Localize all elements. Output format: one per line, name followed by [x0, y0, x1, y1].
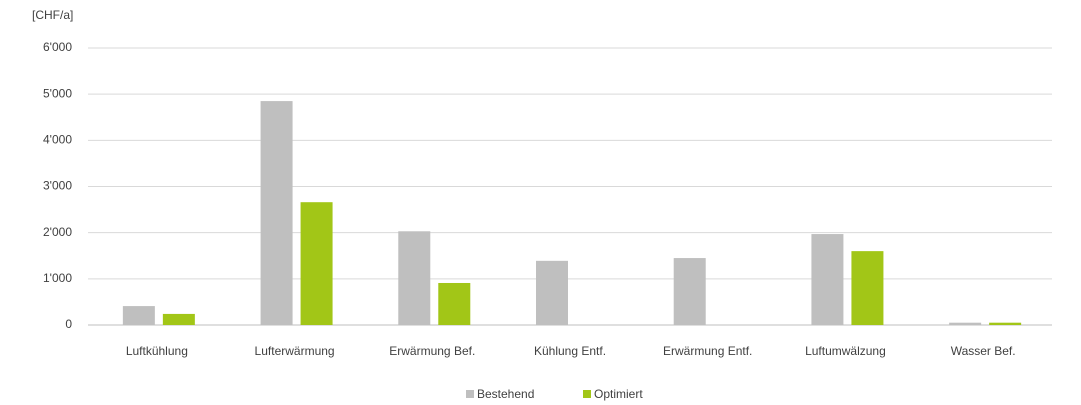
- y-tick-label: 4'000: [43, 133, 72, 147]
- legend-label: Optimiert: [594, 387, 643, 401]
- y-tick-label: 3'000: [43, 179, 72, 193]
- y-tick-label: 5'000: [43, 86, 72, 100]
- bar: [300, 202, 333, 325]
- y-tick-label: 6'000: [43, 40, 72, 54]
- bar: [673, 258, 706, 325]
- bar: [438, 282, 471, 325]
- bar: [260, 101, 293, 325]
- bar: [851, 251, 884, 325]
- x-tick-label: Wasser Bef.: [951, 344, 1016, 358]
- legend-label: Bestehend: [477, 387, 534, 401]
- y-tick-label: 0: [65, 317, 72, 331]
- y-tick-label: 2'000: [43, 225, 72, 239]
- bar: [949, 322, 982, 325]
- x-tick-label: Luftkühlung: [126, 344, 188, 358]
- x-tick-label: Luftumwälzung: [805, 344, 886, 358]
- y-axis-label: [CHF/a]: [32, 8, 73, 22]
- bar: [811, 234, 844, 325]
- x-tick-label: Erwärmung Entf.: [663, 344, 752, 358]
- x-tick-label: Kühlung Entf.: [534, 344, 606, 358]
- legend-swatch: [583, 390, 591, 398]
- x-tick-label: Lufterwärmung: [255, 344, 335, 358]
- bar: [536, 260, 568, 325]
- bar: [398, 231, 431, 325]
- legend-swatch: [466, 390, 474, 398]
- bar: [162, 313, 195, 325]
- y-tick-label: 1'000: [43, 271, 72, 285]
- bar: [989, 322, 1022, 325]
- x-tick-label: Erwärmung Bef.: [389, 344, 475, 358]
- bar: [122, 306, 155, 325]
